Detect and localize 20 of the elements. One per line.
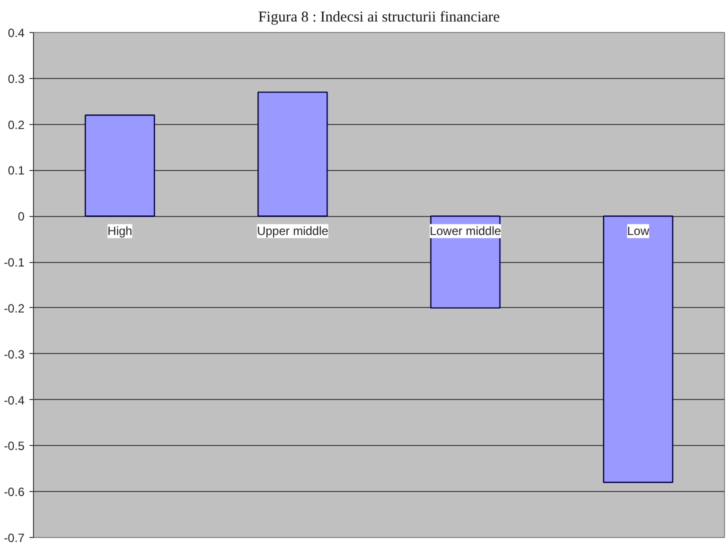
y-tick-label: -0.6 (4, 485, 25, 500)
y-tick-label: -0.4 (4, 393, 25, 408)
y-tick-label: -0.3 (4, 347, 25, 362)
x-tick-label: High (108, 224, 132, 238)
x-tick-label: Low (627, 224, 650, 238)
y-tick-label: 0 (18, 210, 25, 224)
y-tick-label: 0.4 (8, 26, 25, 40)
y-tick-label: 0.3 (8, 72, 25, 86)
chart-title: Figura 8 : Indecsi ai structurii financiare (258, 10, 500, 26)
x-tick-label: Lower middle (430, 224, 502, 238)
y-tick-label: 0.2 (8, 118, 25, 132)
x-tick-label: Upper middle (256, 224, 329, 238)
bar (257, 92, 328, 217)
bar (84, 114, 156, 217)
y-tick-label: -0.2 (4, 301, 25, 316)
y-tick-label: 0.1 (8, 164, 25, 178)
y-tick-label: -0.1 (4, 256, 25, 270)
y-tick-label: -0.5 (4, 439, 25, 454)
y-tick-label: -0.7 (4, 531, 25, 545)
bar (602, 216, 674, 484)
